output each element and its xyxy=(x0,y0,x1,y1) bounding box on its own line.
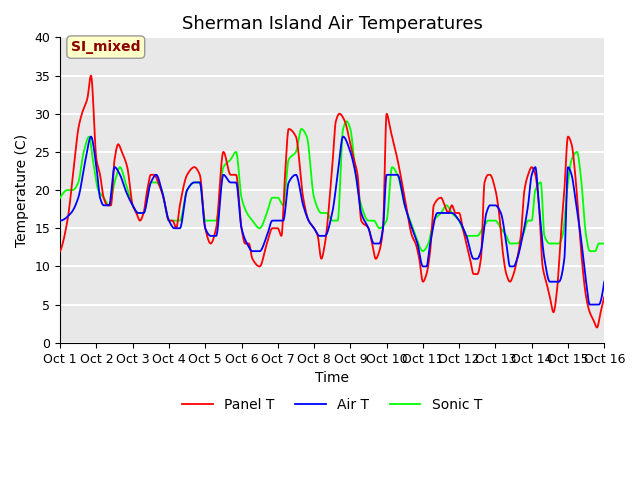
Air T xyxy=(585,299,593,305)
Sonic T xyxy=(585,247,593,252)
Panel T xyxy=(321,240,329,246)
Title: Sherman Island Air Temperatures: Sherman Island Air Temperatures xyxy=(182,15,483,33)
Sonic T xyxy=(485,218,493,224)
Air T xyxy=(600,279,608,285)
Air T xyxy=(56,218,64,224)
Air T xyxy=(84,144,92,150)
Sonic T xyxy=(343,119,351,124)
Sonic T xyxy=(56,195,64,201)
Y-axis label: Temperature (C): Temperature (C) xyxy=(15,133,29,247)
Panel T xyxy=(56,248,64,254)
Panel T xyxy=(84,93,92,98)
Legend: Panel T, Air T, Sonic T: Panel T, Air T, Sonic T xyxy=(177,393,488,418)
Line: Air T: Air T xyxy=(60,137,604,305)
Panel T xyxy=(87,72,95,78)
Text: SI_mixed: SI_mixed xyxy=(71,40,141,54)
Panel T xyxy=(600,294,608,300)
Air T xyxy=(485,204,493,209)
Line: Sonic T: Sonic T xyxy=(60,121,604,251)
Sonic T xyxy=(600,240,608,246)
Panel T xyxy=(585,306,593,312)
Sonic T xyxy=(584,246,592,252)
Air T xyxy=(87,134,95,140)
Panel T xyxy=(593,324,601,330)
Air T xyxy=(584,297,592,303)
Sonic T xyxy=(84,135,92,141)
Panel T xyxy=(307,221,314,227)
Sonic T xyxy=(586,248,594,254)
Air T xyxy=(586,302,594,308)
Air T xyxy=(307,221,314,227)
Air T xyxy=(321,233,329,239)
Panel T xyxy=(485,172,493,178)
Sonic T xyxy=(307,162,314,168)
Line: Panel T: Panel T xyxy=(60,75,604,327)
X-axis label: Time: Time xyxy=(316,371,349,385)
Panel T xyxy=(584,305,592,311)
Sonic T xyxy=(321,210,328,216)
